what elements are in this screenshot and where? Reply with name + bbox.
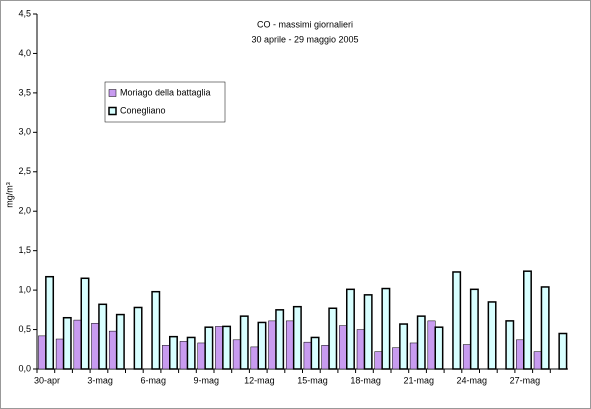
y-tick-label: 3,0 — [18, 127, 31, 137]
bar — [434, 326, 444, 370]
bar — [115, 313, 125, 370]
bar — [310, 336, 320, 370]
bar — [268, 320, 277, 370]
bar — [381, 287, 391, 370]
bar — [487, 301, 497, 370]
bar — [45, 275, 55, 370]
y-tick-label: 1,0 — [18, 284, 31, 294]
bar — [98, 303, 108, 370]
x-tick-label: 3-mag — [87, 375, 113, 385]
x-tick-label: 27-mag — [510, 375, 541, 385]
bar — [303, 341, 312, 370]
bar — [250, 346, 259, 370]
y-tick-label: 1,5 — [18, 245, 31, 255]
bar — [108, 330, 117, 370]
legend-label: Moriago della battaglia — [120, 87, 211, 97]
bar — [232, 339, 241, 370]
bar — [523, 270, 532, 370]
legend-box — [104, 81, 226, 123]
bar — [533, 351, 542, 370]
chart-subtitle: 30 aprile - 29 maggio 2005 — [251, 34, 358, 44]
legend-swatch — [108, 106, 117, 116]
y-tick-label: 3,5 — [18, 87, 31, 97]
bar — [374, 351, 383, 370]
y-tick-label: 2,0 — [18, 206, 31, 216]
x-tick-label: 12-mag — [244, 375, 275, 385]
x-tick-label: 21-mag — [403, 375, 434, 385]
bar — [292, 305, 302, 370]
bar — [257, 321, 267, 370]
bar — [186, 336, 196, 370]
bar — [399, 323, 409, 370]
bar — [179, 341, 188, 370]
bar — [321, 345, 330, 370]
bar — [162, 345, 170, 370]
y-tick-label: 4,0 — [18, 48, 31, 58]
y-tick-label: 4,5 — [18, 8, 31, 18]
bar — [275, 309, 285, 370]
bar — [169, 335, 178, 370]
bar — [462, 344, 471, 370]
bar — [55, 338, 64, 370]
bar — [469, 288, 479, 370]
bar — [505, 320, 515, 370]
bar — [285, 320, 294, 370]
bar — [73, 319, 82, 370]
bar — [239, 315, 249, 370]
bar — [363, 294, 373, 370]
bar — [80, 277, 90, 370]
y-axis-title: mg/m³ — [4, 182, 14, 208]
x-tick-label: 15-mag — [297, 375, 328, 385]
bar — [409, 342, 418, 370]
bar — [222, 325, 232, 370]
legend-swatch — [108, 89, 117, 97]
x-tick-label: 18-mag — [350, 375, 381, 385]
y-tick-label: 0,5 — [18, 324, 31, 334]
bar — [558, 332, 568, 370]
y-tick-label: 2,5 — [18, 166, 31, 176]
bar — [346, 288, 355, 370]
bar — [133, 306, 143, 370]
x-tick-label: 30-apr — [34, 375, 60, 385]
bar — [540, 286, 550, 370]
bar — [197, 342, 206, 370]
x-tick-label: 6-mag — [140, 375, 166, 385]
bar — [62, 316, 72, 370]
bar — [91, 322, 100, 370]
chart-title: CO - massimi giornalieri — [257, 19, 353, 29]
bar — [427, 320, 436, 370]
bar — [151, 290, 161, 370]
bar — [215, 326, 224, 370]
bar — [38, 335, 47, 370]
y-tick-label: 0,0 — [18, 363, 31, 373]
bar — [392, 347, 401, 370]
bar — [516, 339, 524, 370]
bar — [452, 271, 462, 370]
bar — [204, 326, 214, 370]
bar — [328, 307, 338, 370]
x-tick-label: 9-mag — [194, 375, 220, 385]
legend-label: Conegliano — [120, 105, 166, 115]
bar — [416, 315, 426, 370]
x-tick-label: 24-mag — [457, 375, 488, 385]
bar — [339, 325, 348, 370]
bar — [356, 329, 365, 370]
